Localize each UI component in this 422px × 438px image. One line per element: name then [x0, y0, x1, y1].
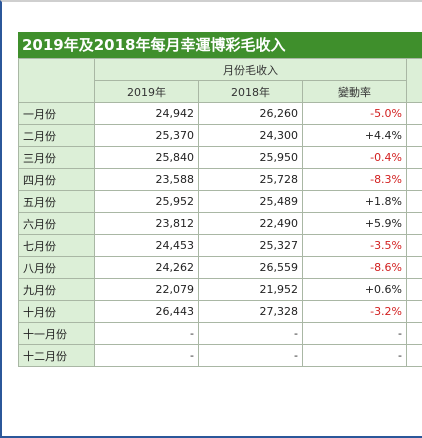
change-cell: -3.2% — [301, 300, 408, 323]
spill-cell — [406, 168, 422, 191]
gaming-revenue-table: 月份毛收入 2019年 2018年 變動率 一月份 24,942 26,260 -5.… — [18, 58, 422, 367]
value-2018-cell: 25,728 — [198, 168, 303, 191]
change-cell: -5.0% — [301, 102, 408, 125]
month-cell: 十二月份 — [18, 344, 95, 367]
change-cell: -8.3% — [301, 168, 408, 191]
value-2018-cell: 22,490 — [198, 212, 303, 235]
column-header-2018: 2018年 — [198, 80, 303, 103]
month-cell: 七月份 — [18, 234, 95, 257]
spill-cell — [406, 256, 422, 279]
table-row: 九月份 22,079 21,952 +0.6% — [18, 278, 422, 301]
spill-cell — [406, 124, 422, 147]
month-cell: 一月份 — [18, 102, 95, 125]
table-row: 二月份 25,370 24,300 +4.4% — [18, 124, 422, 147]
spill-cell — [406, 322, 422, 345]
value-2018-cell: - — [198, 322, 303, 345]
month-header-cell — [18, 58, 95, 103]
spill-cell — [406, 58, 422, 103]
spill-cell — [406, 300, 422, 323]
spill-cell — [406, 344, 422, 367]
change-cell: -8.6% — [301, 256, 408, 279]
spill-cell — [406, 278, 422, 301]
value-2019-cell: 25,952 — [94, 190, 199, 213]
table-row: 四月份 23,588 25,728 -8.3% — [18, 168, 422, 191]
value-2018-cell: - — [198, 344, 303, 367]
value-2019-cell: 24,942 — [94, 102, 199, 125]
table-row: 十二月份 - - - — [18, 344, 422, 367]
value-2018-cell: 26,260 — [198, 102, 303, 125]
value-2019-cell: - — [94, 322, 199, 345]
value-2019-cell: 24,453 — [94, 234, 199, 257]
month-cell: 二月份 — [18, 124, 95, 147]
month-cell: 三月份 — [18, 146, 95, 169]
value-2018-cell: 25,950 — [198, 146, 303, 169]
month-cell: 十一月份 — [18, 322, 95, 345]
table-title: 2019年及2018年每月幸運博彩毛收入 — [18, 32, 422, 58]
column-header-change: 變動率 — [301, 80, 408, 103]
table-row: 六月份 23,812 22,490 +5.9% — [18, 212, 422, 235]
table-row: 一月份 24,942 26,260 -5.0% — [18, 102, 422, 125]
change-cell: +0.6% — [301, 278, 408, 301]
table-row: 十月份 26,443 27,328 -3.2% — [18, 300, 422, 323]
table-row: 五月份 25,952 25,489 +1.8% — [18, 190, 422, 213]
month-cell: 六月份 — [18, 212, 95, 235]
spill-cell — [406, 190, 422, 213]
value-2018-cell: 25,489 — [198, 190, 303, 213]
group-header: 月份毛收入 — [93, 58, 408, 81]
table-row: 八月份 24,262 26,559 -8.6% — [18, 256, 422, 279]
header-row-group: 月份毛收入 — [18, 58, 422, 103]
spill-cell — [406, 146, 422, 169]
value-2019-cell: 25,370 — [94, 124, 199, 147]
value-2019-cell: 23,812 — [94, 212, 199, 235]
header-row-columns: 2019年 2018年 變動率 — [19, 80, 422, 103]
spill-cell — [406, 102, 422, 125]
spill-cell — [406, 212, 422, 235]
value-2018-cell: 27,328 — [198, 300, 303, 323]
table-row: 十一月份 - - - — [18, 322, 422, 345]
value-2019-cell: 26,443 — [94, 300, 199, 323]
change-cell: +5.9% — [301, 212, 408, 235]
value-2019-cell: - — [94, 344, 199, 367]
month-cell: 八月份 — [18, 256, 95, 279]
month-cell: 五月份 — [18, 190, 95, 213]
change-cell: +4.4% — [301, 124, 408, 147]
value-2018-cell: 24,300 — [198, 124, 303, 147]
change-cell: - — [301, 344, 408, 367]
change-cell: -0.4% — [301, 146, 408, 169]
month-cell: 四月份 — [18, 168, 95, 191]
column-header-2019: 2019年 — [94, 80, 199, 103]
table-row: 七月份 24,453 25,327 -3.5% — [18, 234, 422, 257]
table-row: 三月份 25,840 25,950 -0.4% — [18, 146, 422, 169]
month-cell: 九月份 — [18, 278, 95, 301]
value-2019-cell: 23,588 — [94, 168, 199, 191]
change-cell: - — [301, 322, 408, 345]
change-cell: -3.5% — [301, 234, 408, 257]
change-cell: +1.8% — [301, 190, 408, 213]
month-cell: 十月份 — [18, 300, 95, 323]
value-2019-cell: 24,262 — [94, 256, 199, 279]
value-2018-cell: 26,559 — [198, 256, 303, 279]
value-2019-cell: 22,079 — [94, 278, 199, 301]
spill-cell — [406, 234, 422, 257]
value-2018-cell: 21,952 — [198, 278, 303, 301]
value-2019-cell: 25,840 — [94, 146, 199, 169]
value-2018-cell: 25,327 — [198, 234, 303, 257]
